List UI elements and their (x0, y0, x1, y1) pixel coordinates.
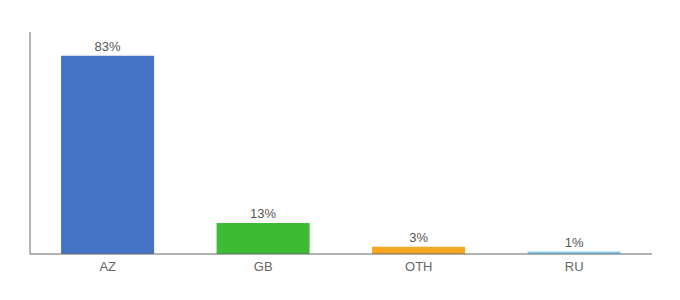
svg-text:1%: 1% (565, 235, 584, 250)
svg-text:GB: GB (254, 259, 273, 274)
svg-text:13%: 13% (250, 206, 276, 221)
svg-text:3%: 3% (409, 230, 428, 245)
svg-text:83%: 83% (95, 39, 121, 54)
svg-text:OTH: OTH (405, 259, 432, 274)
svg-text:AZ: AZ (99, 259, 116, 274)
svg-text:RU: RU (565, 259, 584, 274)
